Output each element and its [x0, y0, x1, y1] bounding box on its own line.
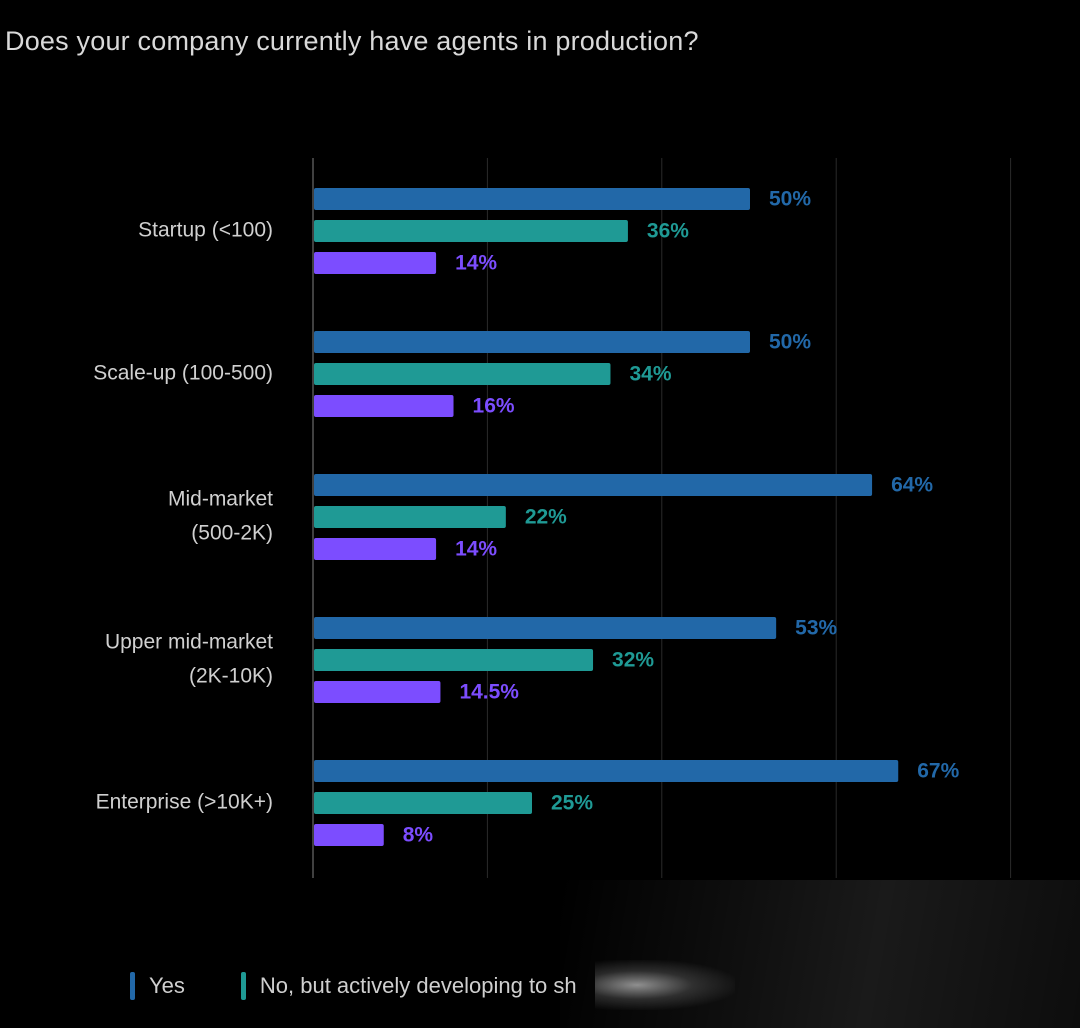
- legend-item-developing[interactable]: No, but actively developing to sh: [240, 972, 577, 1000]
- bar-2-0: [314, 252, 437, 274]
- category-label-2-0: Mid-market: [168, 488, 273, 511]
- category-label-0-0: Startup (<100): [138, 219, 273, 242]
- data-label-0-3: 53%: [795, 617, 837, 640]
- legend-swatch-yes: [130, 972, 135, 1000]
- data-label-0-1: 50%: [769, 331, 811, 354]
- legend-swatch-developing: [240, 972, 246, 1000]
- bar-2-2: [314, 538, 437, 560]
- bar-chart: Startup (<100) 50% 36% 14% Scale-up (100-500…: [93, 158, 1012, 878]
- category-label-3-0: Upper mid-market: [105, 631, 273, 654]
- category-label-2-1: (500-2K): [191, 522, 273, 545]
- data-label-0-0: 50%: [769, 188, 811, 211]
- data-label-2-4: 8%: [403, 824, 434, 847]
- legend-label-developing: No, but actively developing to sh: [259, 973, 577, 998]
- data-label-1-3: 32%: [612, 649, 654, 672]
- bar-1-0: [314, 220, 628, 242]
- bar-1-4: [314, 792, 532, 814]
- bar-2-1: [314, 395, 454, 417]
- legend: Yes No, but actively developing to sh: [130, 972, 633, 1000]
- legend-label-yes: Yes: [149, 973, 185, 998]
- data-label-0-2: 64%: [891, 474, 933, 497]
- data-label-1-0: 36%: [647, 220, 689, 243]
- bar-1-3: [314, 649, 594, 671]
- legend-item-yes[interactable]: Yes: [130, 972, 185, 1000]
- category-label-3-1: (2K-10K): [189, 665, 273, 688]
- category-label-1-0: Scale-up (100-500): [93, 362, 273, 385]
- data-label-2-1: 16%: [473, 395, 515, 418]
- chart-title: Does your company currently have agents …: [5, 26, 699, 56]
- category-label-4-0: Enterprise (>10K+): [96, 791, 273, 814]
- bar-0-0: [314, 188, 750, 210]
- bar-0-2: [314, 474, 873, 496]
- data-label-1-2: 22%: [525, 506, 567, 529]
- bar-0-3: [314, 617, 777, 639]
- bar-1-2: [314, 506, 506, 528]
- bar-2-3: [314, 681, 441, 703]
- screen-glare: [560, 880, 1080, 1028]
- data-label-2-3: 14.5%: [459, 681, 519, 704]
- bar-1-1: [314, 363, 611, 385]
- bar-0-1: [314, 331, 750, 353]
- data-label-0-4: 67%: [917, 760, 959, 783]
- bar-2-4: [314, 824, 384, 846]
- data-label-2-2: 14%: [455, 538, 497, 561]
- data-label-1-4: 25%: [551, 792, 593, 815]
- data-label-2-0: 14%: [455, 252, 497, 275]
- data-label-1-1: 34%: [629, 363, 671, 386]
- bar-0-4: [314, 760, 899, 782]
